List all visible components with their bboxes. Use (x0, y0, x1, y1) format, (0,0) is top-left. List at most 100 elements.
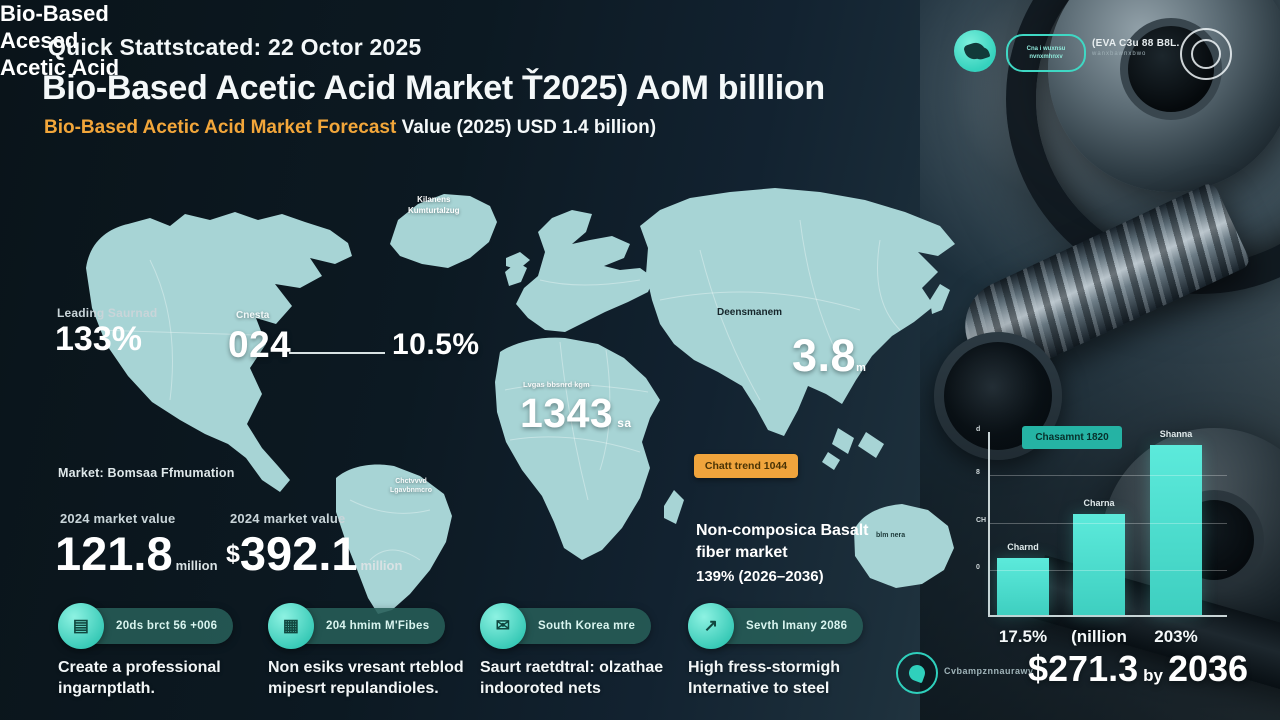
leading-value: 133% (55, 320, 142, 358)
feature-badge-1: ▤ 20ds brct 56 +006 Create a professiona… (58, 603, 270, 699)
document-icon: ▤ (58, 603, 104, 649)
attribution-icon (896, 652, 938, 694)
badge-pill-3[interactable]: ✉ South Korea mre (480, 603, 652, 649)
badge-pill-4[interactable]: ↗ Sevth Imany 2086 (688, 603, 864, 649)
chart-title-badge: Chasamnt 1820 (1022, 426, 1122, 449)
badge-pill-1-label: 20ds brct 56 +006 (116, 620, 218, 632)
y-axis-tick-label: CH (976, 517, 987, 524)
chart-gridline (990, 475, 1227, 476)
wordmark-logo: (EVA C3u 88 B8L. wanxbawnxbwo (1092, 38, 1180, 60)
stat1-unit: million (175, 558, 218, 573)
europe-value: 1343 sa (520, 390, 632, 437)
badge-pill-1[interactable]: ▤ 20ds brct 56 +006 (58, 603, 234, 649)
date-line: Quick Stattstcated: 22 Octor 2025 (48, 34, 422, 60)
attribution-text: Cvbampznnaurawv (944, 666, 1034, 676)
card-icon: ▦ (268, 603, 314, 649)
cloud-logo-text: Cna i wuxnsu (1026, 46, 1066, 52)
product-line1: Bio-Based (0, 1, 109, 26)
attribution-icon-glyph (906, 662, 928, 684)
badge-caption-1: Create a professional ingarnptlath. (58, 659, 221, 697)
australia-label: blm nera (876, 532, 906, 539)
brand-logo-glyph (963, 40, 987, 62)
emblem-logo (1180, 28, 1232, 80)
chart-bar: Charna (nillion (1071, 498, 1127, 646)
page-title: Bio-Based Acetic Acid Market Ť2025) AoM … (42, 69, 825, 107)
south-america-line2: Lgavbnmcro (390, 487, 433, 494)
product-name-block: Bio-Based Acesed Acetic Acid (0, 0, 1280, 81)
europe-suffix: sa (617, 416, 632, 430)
greenland-line1: Kilanens (417, 195, 451, 204)
brand-logo-circle (954, 30, 996, 72)
forecast-year: 2036 (1167, 648, 1249, 689)
forecast-value: $271.3 by 2036 (1028, 648, 1248, 690)
chart-gridline (990, 523, 1227, 524)
trend-badge: Chatt trend 1044 (694, 454, 798, 478)
wordmark-line1: (EVA C3u 88 B8L. (1092, 38, 1180, 49)
chart-bar: Shanna 203% (1150, 429, 1202, 646)
stat1-number: 121.8 (55, 527, 173, 580)
badge-caption-2: Non esiks vresant rteblod mipesrt repula… (268, 659, 464, 697)
badge-pill-4-label: Sevth Imany 2086 (746, 620, 848, 632)
arrow-up-right-icon: ↗ (688, 603, 734, 649)
method-line: Market: Bomsaa Ffmumation (58, 466, 235, 480)
mail-icon: ✉ (480, 603, 526, 649)
europe-tag: Lvgas bbsnrd kgm (523, 380, 590, 389)
badge-pill-3-label: South Korea mre (538, 620, 636, 632)
badge-pill-2-label: 204 hmim M'Fibes (326, 620, 430, 632)
asia-value: 3.8m (792, 330, 866, 382)
feature-badge-4: ↗ Sevth Imany 2086 High fress-stormigh I… (688, 603, 900, 699)
badge-caption-4: High fress-stormigh Internative to steel (688, 659, 841, 697)
badge-caption-3: Saurt raetdtral: olzathae indooroted net… (480, 659, 664, 697)
asia-tag: Deensmanem (717, 307, 783, 318)
cloud-logo-subtext: nvnxmhnxv (1029, 54, 1063, 60)
chart-plot: Charnd 17.5% Charna (nillion Shanna 203% d 8 CH 0 (976, 426, 1227, 646)
stat1-value: 121.8 million (55, 526, 218, 581)
x-axis-label: 203% (1154, 627, 1198, 646)
stat2-value: $392.1 million (226, 526, 402, 581)
south-america-line1: Chctvvvd (395, 478, 427, 485)
basalt-line1: Non-composica Basalt (696, 522, 869, 539)
product-line2: Acesed (0, 28, 79, 53)
x-axis-label: 17.5% (998, 627, 1048, 646)
emblem-inner-ring (1191, 39, 1221, 69)
greenland-label: Kilanens Kumturtalzug (408, 194, 460, 216)
chart-bar: Charnd 17.5% (997, 542, 1049, 646)
x-axis-label: (nillion (1071, 627, 1127, 646)
subtitle-highlight: Bio-Based Acetic Acid Market Forecast (44, 117, 397, 138)
basalt-text-block: Non-composica Basalt fiber market 139% (… (696, 520, 868, 588)
stat1-label: 2024 market value (60, 511, 176, 526)
leading-label: Leading Saurnad (57, 306, 158, 320)
basalt-line3: 139% (2026–2036) (696, 568, 824, 585)
growth-value: 10.5% (392, 328, 480, 361)
greenland-line2: Kumturtalzug (408, 206, 460, 215)
na-tag: Cnesta (236, 310, 270, 321)
basalt-line2: fiber market (696, 544, 788, 561)
stat2-label: 2024 market value (230, 511, 346, 526)
connector-line (289, 352, 385, 354)
forecast-number: $271.3 (1028, 648, 1139, 689)
badge-pill-2[interactable]: ▦ 204 hmim M'Fibes (268, 603, 446, 649)
stat2-currency: $ (226, 540, 240, 568)
stat2-unit: million (360, 558, 403, 573)
y-axis-tick-label: 0 (976, 564, 980, 571)
y-axis-tick-label: d (976, 426, 981, 433)
subtitle-rest: Value (2025) USD 1.4 billion) (396, 117, 657, 138)
feature-badge-2: ▦ 204 hmim M'Fibes Non esiks vresant rte… (268, 603, 480, 699)
stat2-number: 392.1 (239, 527, 358, 580)
product-line3: Acetic Acid (0, 55, 120, 80)
cloud-logo: Cna i wuxnsu nvnxmhnxv (1006, 34, 1086, 72)
subtitle: Bio-Based Acetic Acid Market Forecast Va… (44, 117, 656, 139)
forecast-connector: by (1143, 666, 1163, 685)
y-axis-tick-label: 8 (976, 469, 980, 476)
chart-gridline (990, 570, 1227, 571)
bar-top-label: Charna (1083, 498, 1115, 508)
bar-chart: Chasamnt 1820 Charnd 17.5% Charna (nillion S… (975, 420, 1237, 670)
feature-badge-3: ✉ South Korea mre Saurt raetdtral: olzat… (480, 603, 692, 699)
bar-top-label: Shanna (1159, 429, 1193, 439)
south-america-label: Chctvvvd Lgavbnmcro (390, 477, 432, 495)
asia-number: 3.8 (792, 330, 857, 381)
na-value: 024 (228, 324, 292, 365)
europe-number: 1343 (520, 390, 614, 436)
